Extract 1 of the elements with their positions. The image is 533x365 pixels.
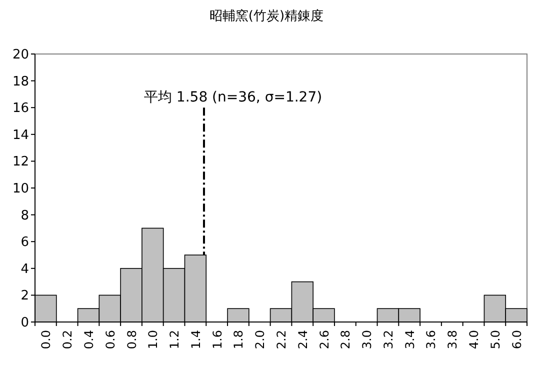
title: 昭輔窯(竹炭)精錬度	[209, 9, 324, 24]
